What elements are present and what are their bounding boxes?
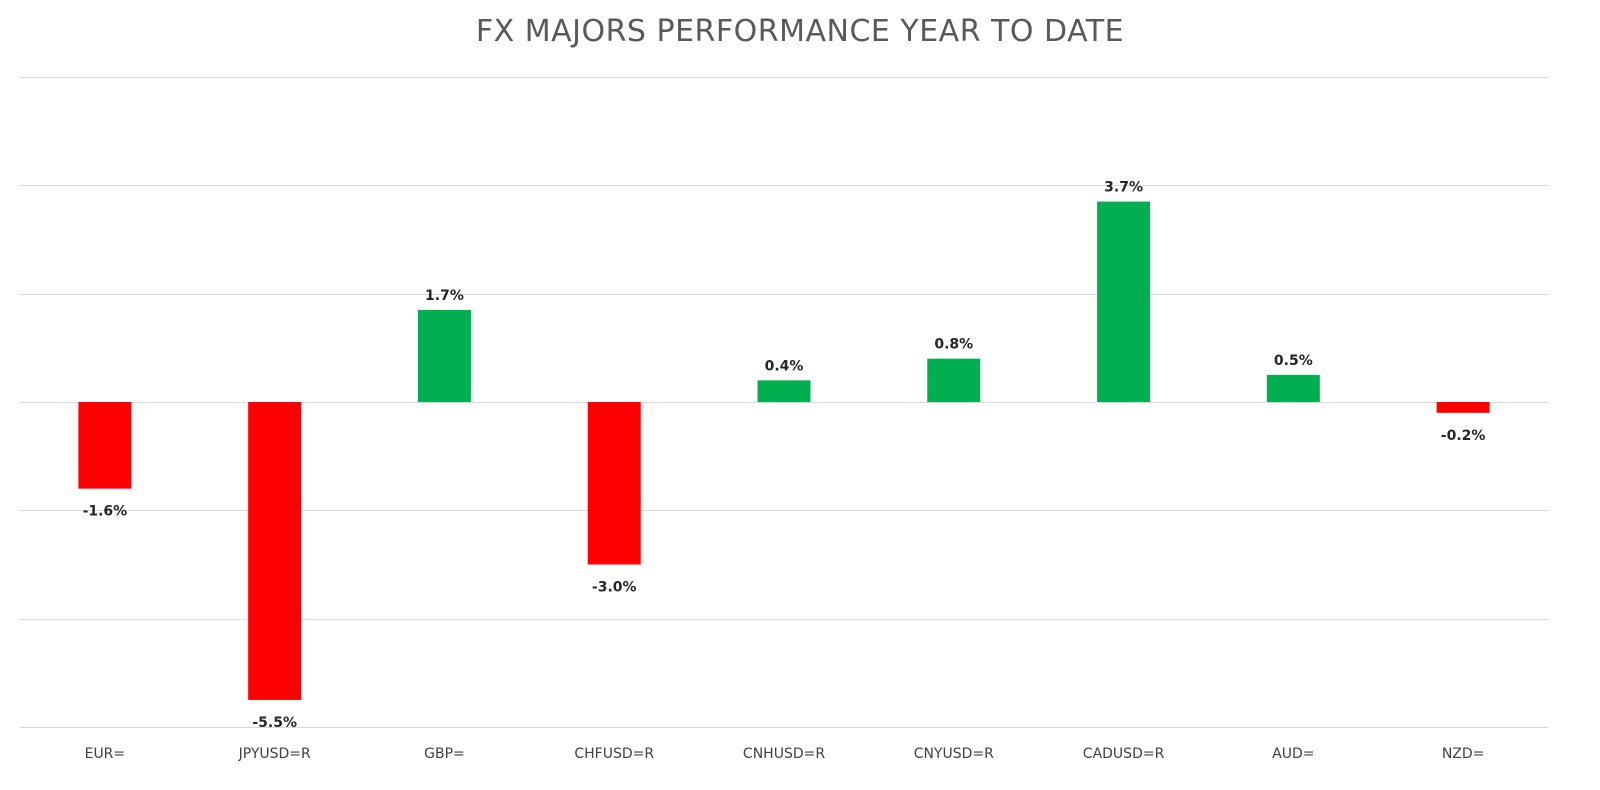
category-label: CNHUSD=R bbox=[743, 746, 825, 762]
chart-title: FX MAJORS PERFORMANCE YEAR TO DATE bbox=[475, 14, 1125, 49]
category-label: AUD= bbox=[1272, 746, 1314, 762]
data-label: 0.5% bbox=[1274, 353, 1313, 369]
bar-cadusdr bbox=[1097, 201, 1151, 402]
category-label: CHFUSD=R bbox=[574, 746, 654, 762]
data-label: 3.7% bbox=[1104, 180, 1143, 196]
bars bbox=[78, 201, 1490, 700]
bar-jpyusdr bbox=[248, 402, 302, 700]
data-label: 0.8% bbox=[934, 337, 973, 353]
category-labels: EUR= JPYUSD=R GBP= CHFUSD=R CNHUSD=R CNYUSD=R… bbox=[85, 746, 1485, 762]
bar-aud bbox=[1266, 374, 1320, 402]
data-label: -0.2% bbox=[1441, 428, 1486, 444]
category-label: CNYUSD=R bbox=[914, 746, 994, 762]
category-label: NZD= bbox=[1442, 746, 1485, 762]
data-labels: -1.6% -5.5% 1.7% -3.0% 0.4% 0.8% 3.7% 0.5% -0.2% bbox=[83, 180, 1486, 731]
bar-cnhusdr bbox=[757, 380, 811, 402]
category-label: EUR= bbox=[85, 746, 126, 762]
data-label: 0.4% bbox=[765, 358, 804, 374]
bar-gbp bbox=[417, 309, 471, 402]
data-label: -3.0% bbox=[592, 580, 637, 596]
category-label: JPYUSD=R bbox=[238, 746, 311, 762]
data-label: -5.5% bbox=[252, 715, 297, 731]
bar-nzd bbox=[1436, 402, 1490, 413]
bar-eur bbox=[78, 402, 132, 489]
category-label: CADUSD=R bbox=[1083, 746, 1165, 762]
data-label: -1.6% bbox=[83, 504, 128, 520]
category-label: GBP= bbox=[424, 746, 465, 762]
bar-chfusdr bbox=[587, 402, 641, 565]
data-label: 1.7% bbox=[425, 288, 464, 304]
bar-cnyusdr bbox=[927, 358, 981, 402]
